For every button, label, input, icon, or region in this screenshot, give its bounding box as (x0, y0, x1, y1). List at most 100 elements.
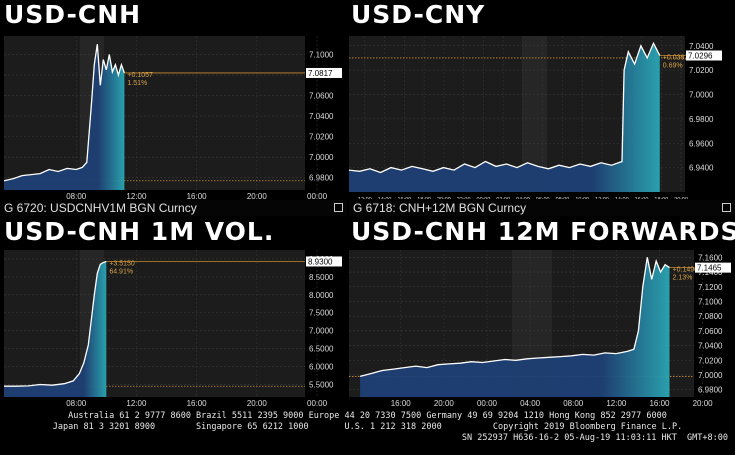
y-tick-label: 7.0400 (689, 42, 714, 51)
x-tick-label: 20:00 (434, 399, 455, 407)
y-tick-label: 6.5000 (309, 345, 334, 354)
y-tick-label: 6.9800 (309, 174, 334, 183)
x-tick-label: 00:00 (307, 192, 328, 199)
last-value-box (306, 67, 342, 78)
change-abs-label: +0.0362 (663, 55, 689, 62)
plot-area (4, 36, 305, 190)
y-tick-label: 7.0600 (698, 327, 723, 336)
y-tick-label: 6.9400 (689, 164, 714, 173)
x-tick-label: 14:00 (378, 197, 392, 199)
y-tick-label: 7.0000 (689, 91, 714, 100)
panel-usd-cnh-1m-vol: USD-CNH 1M VOL. 5.5000 6.0000 6.5000 7.0000… (0, 217, 347, 407)
last-value-box (306, 256, 342, 267)
x-tick-label: 08:00 (563, 399, 584, 407)
x-tick-label: 16:00 (391, 399, 412, 407)
last-value-label: 7.0817 (308, 69, 333, 78)
x-tick-label: 08:00 (66, 192, 87, 199)
x-tick-label: 04:00 (520, 399, 541, 407)
x-tick-label: 12:00 (126, 399, 147, 407)
series-area (4, 44, 125, 191)
y-tick-label: 7.0800 (698, 312, 723, 321)
last-value-box (695, 262, 731, 273)
panel-usd-cnh-12m-forwards: USD-CNH 12M FORWARDS 6.9800 7.0000 7.0200 7… (347, 217, 735, 407)
y-tick-label: 7.0200 (309, 133, 334, 142)
x-tick-label: 16:00 (649, 399, 670, 407)
x-tick-label: 12:00 (606, 399, 627, 407)
y-tick-label: 7.0600 (309, 92, 334, 101)
x-tick-label: 22:00 (457, 197, 471, 199)
y-tick-label: 6.9800 (689, 115, 714, 124)
series-area (4, 261, 107, 397)
x-tick-label: 16:00 (187, 192, 208, 199)
x-tick-label: 20:00 (693, 399, 714, 407)
x-tick-label: 00:00 (477, 197, 491, 199)
y-tick-label: 7.0200 (689, 66, 714, 75)
last-value-box (686, 50, 722, 61)
x-tick-label: 04:00 (516, 197, 530, 199)
series-area (349, 43, 660, 192)
security-label: G 6720: USDCNHV1M BGN Curncy (4, 201, 197, 215)
change-abs-label: +3.5150 (109, 260, 135, 267)
series-line (348, 41, 661, 174)
panel-title: USD-CNY (351, 0, 486, 29)
window-box-icon[interactable] (722, 203, 731, 212)
chart-usd-cnh-1m-vol: 5.5000 6.0000 6.5000 7.0000 7.5000 8.0000 8.50… (4, 250, 342, 407)
panel-usd-cny: USD-CNY 6.9400 6.9600 6.9800 7.0000 7.0200 7.… (347, 0, 735, 199)
y-tick-label: 6.0000 (309, 363, 334, 372)
x-tick-label: 00:00 (477, 399, 498, 407)
footer-session: SN 252937 H636-16-2 05-Aug-19 11:03:11 H… (461, 433, 728, 443)
x-tick-label: 16:00 (187, 399, 208, 407)
y-tick-label: 7.0000 (309, 327, 334, 336)
y-tick-label: 7.1200 (698, 283, 723, 292)
y-tick-label: 6.9600 (689, 139, 714, 148)
window-box-icon[interactable] (334, 203, 343, 212)
last-value-label: 7.1465 (697, 264, 722, 273)
x-tick-label: 16:00 (635, 197, 649, 199)
x-tick-label: 08:00 (66, 399, 87, 407)
footer-contacts: Australia 61 2 9777 8600 Brazil 5511 239… (68, 411, 667, 421)
chart-usd-cny: 6.9400 6.9600 6.9800 7.0000 7.0200 7.0400 12:0… (348, 36, 722, 199)
y-tick-label: 7.0400 (698, 342, 723, 351)
x-tick-label: 16:00 (397, 197, 411, 199)
series-line (4, 260, 107, 387)
change-pct-label: 0.69% (663, 63, 683, 70)
y-tick-label: 8.0000 (309, 291, 334, 300)
panel-title: USD-CNH 12M FORWARDS (351, 217, 735, 246)
y-tick-label: 7.1600 (698, 253, 723, 262)
y-tick-label: 7.0400 (309, 112, 334, 121)
change-pct-label: 2.13% (673, 275, 693, 282)
change-abs-label: +0.1057 (127, 72, 153, 79)
y-tick-label: 5.5000 (309, 380, 334, 389)
x-tick-label: 18:00 (654, 197, 668, 199)
chart-usd-cnh: 6.98007.00007.02007.04007.06007.08007.10… (3, 36, 342, 199)
x-tick-label: 12:00 (358, 197, 372, 199)
y-tick-label: 7.1000 (698, 297, 723, 306)
x-tick-label: 10:00 (575, 197, 589, 199)
security-label: G 6718: CNH+12M BGN Curncy (353, 201, 527, 215)
security-bar-right[interactable]: G 6718: CNH+12M BGN Curncy (349, 200, 735, 216)
y-tick-label: 7.5000 (309, 309, 334, 318)
y-tick-label: 7.0000 (698, 371, 723, 380)
change-pct-label: 1.51% (127, 80, 147, 87)
x-tick-label: 20:00 (247, 399, 268, 407)
series-area (360, 257, 670, 397)
x-tick-label: 20:00 (674, 197, 688, 199)
x-tick-label: 20:00 (437, 197, 451, 199)
plot-area (4, 250, 305, 397)
series-line (3, 44, 126, 182)
y-tick-label: 6.9800 (698, 386, 723, 395)
x-tick-label: 12:00 (595, 197, 609, 199)
y-tick-label: 8.5000 (309, 273, 334, 282)
security-bar-left[interactable]: G 6720: USDCNHV1M BGN Curncy (0, 200, 347, 216)
change-abs-label: +0.1490 (673, 267, 699, 274)
x-tick-label: 14:00 (615, 197, 629, 199)
series-line (359, 257, 670, 378)
panel-title: USD-CNH 1M VOL. (4, 217, 275, 246)
y-tick-label: 7.0000 (309, 153, 334, 162)
x-tick-label: 18:00 (417, 197, 431, 199)
x-tick-label: 02:00 (496, 197, 510, 199)
footer-copyright: Japan 81 3 3201 8900 Singapore 65 6212 1… (52, 422, 683, 432)
last-value-label: 7.0296 (688, 52, 713, 61)
x-tick-label: 20:00 (247, 192, 268, 199)
x-tick-label: 00:00 (307, 399, 328, 407)
